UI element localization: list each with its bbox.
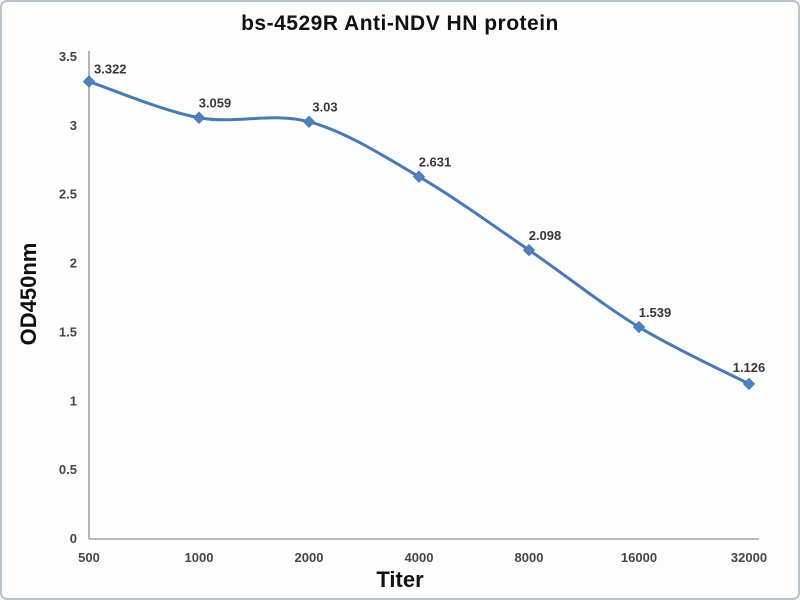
- data-point-label: 2.098: [529, 228, 562, 243]
- x-tick-label: 1000: [185, 550, 214, 565]
- data-point-label: 2.631: [419, 155, 452, 170]
- x-tick-label: 16000: [621, 550, 657, 565]
- y-tick-label: 3.5: [59, 49, 77, 64]
- y-tick-label: 0.5: [59, 462, 77, 477]
- data-point-marker: [302, 115, 316, 128]
- data-point-label: 3.03: [312, 100, 337, 115]
- data-point-marker: [742, 377, 756, 391]
- y-tick-label: 2.5: [59, 187, 77, 202]
- data-point-marker: [82, 75, 96, 88]
- x-tick-label: 500: [78, 550, 100, 565]
- data-point-label: 1.126: [733, 360, 766, 375]
- x-tick-label: 2000: [295, 550, 324, 565]
- x-tick-label: 4000: [405, 550, 434, 565]
- series-line: [87, 80, 751, 386]
- data-point-marker: [192, 111, 206, 124]
- data-point-marker: [412, 170, 426, 183]
- x-tick-label: 8000: [515, 550, 544, 565]
- y-tick-label: 1: [70, 393, 77, 408]
- data-point-label: 1.539: [639, 305, 672, 320]
- y-tick-label: 3: [70, 118, 77, 133]
- y-tick-label: 2: [70, 256, 77, 271]
- data-point-label: 3.059: [199, 96, 232, 111]
- data-point-label: 3.322: [94, 62, 127, 77]
- x-tick-label: 32000: [731, 550, 767, 565]
- y-tick-label: 1.5: [59, 324, 77, 339]
- data-point-marker: [522, 243, 536, 257]
- chart-title: bs-4529R Anti-NDV HN protein: [241, 12, 559, 35]
- data-point-marker: [632, 320, 646, 334]
- x-axis-title: Titer: [376, 567, 424, 592]
- y-tick-label: 0: [70, 531, 77, 546]
